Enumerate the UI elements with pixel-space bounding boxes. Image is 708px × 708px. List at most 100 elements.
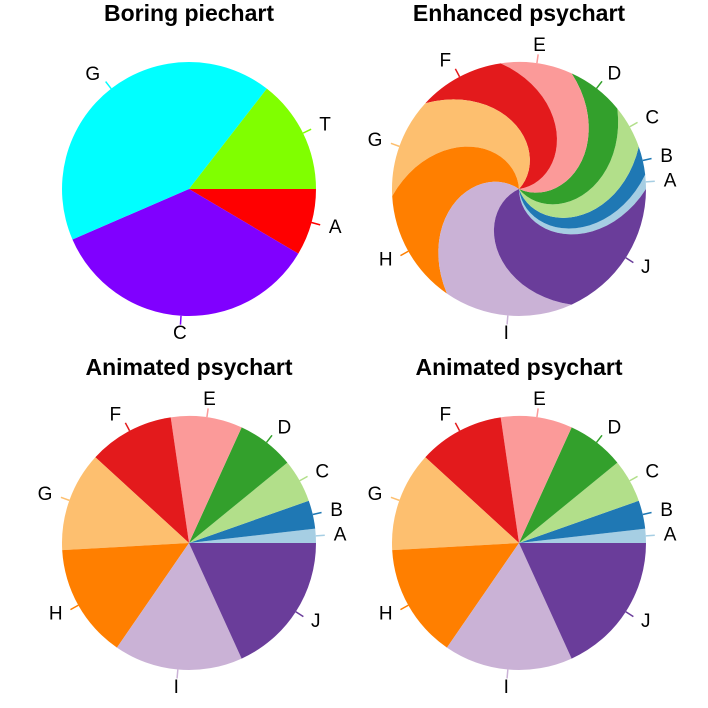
pie-slice-F bbox=[95, 417, 189, 543]
label-tick-H bbox=[400, 250, 409, 257]
pie-labels: ABC D E F G H I J bbox=[38, 389, 347, 698]
pie-label-C: C bbox=[645, 461, 659, 482]
pie-slice-H bbox=[392, 146, 519, 294]
pie-label-D: D bbox=[278, 418, 292, 439]
label-tick-J bbox=[295, 611, 304, 618]
pie-slice-B bbox=[189, 500, 316, 543]
pie-label-G: G bbox=[368, 130, 383, 151]
pie-slice-I bbox=[446, 543, 572, 670]
pie-slice-D bbox=[519, 73, 619, 205]
pie-label-I: I bbox=[174, 677, 179, 698]
label-tick-A bbox=[311, 221, 321, 226]
label-tick-B bbox=[642, 157, 652, 162]
label-tick-A bbox=[645, 180, 655, 183]
pie-slice-C bbox=[72, 189, 299, 316]
pie-slice-B bbox=[519, 146, 646, 229]
pie-label-A: A bbox=[329, 217, 342, 238]
pie-slices bbox=[391, 61, 646, 316]
pie-slice-G bbox=[61, 457, 189, 551]
pie-slice-A bbox=[189, 189, 316, 254]
panel-title: Enhanced psychart bbox=[413, 0, 626, 26]
label-tick-C bbox=[629, 475, 638, 482]
label-tick-I bbox=[506, 669, 509, 679]
pie-slice-J bbox=[493, 189, 646, 305]
label-tick-D bbox=[595, 80, 603, 89]
pie-slice-A bbox=[189, 528, 316, 543]
pie-label-C: C bbox=[173, 323, 187, 344]
panel-boring-piechart: Boring piechart A C G T bbox=[62, 0, 342, 344]
label-tick-B bbox=[642, 511, 652, 516]
pie-slice-H bbox=[62, 543, 189, 648]
label-tick-I bbox=[176, 669, 179, 679]
label-tick-J bbox=[625, 611, 634, 618]
label-tick-C bbox=[299, 475, 308, 482]
pie-label-J: J bbox=[311, 611, 321, 632]
pie-slice-T bbox=[189, 88, 316, 189]
label-tick-G bbox=[390, 142, 400, 148]
pie-slice-D bbox=[189, 427, 288, 543]
pie-label-I: I bbox=[504, 323, 509, 344]
panel-title: Animated psychart bbox=[415, 354, 622, 380]
pie-slice-E bbox=[170, 415, 242, 543]
pie-label-H: H bbox=[49, 604, 63, 625]
pie-label-C: C bbox=[645, 107, 659, 128]
pie-label-J: J bbox=[641, 257, 651, 278]
pie-label-A: A bbox=[664, 170, 677, 191]
label-tick-G bbox=[60, 496, 70, 502]
pie-slice-F bbox=[425, 63, 557, 189]
panel-animated-psychart-right: Animated psychart ABC D E F G H I J bbox=[368, 354, 677, 698]
label-tick-G bbox=[105, 81, 112, 90]
pie-label-E: E bbox=[203, 389, 216, 410]
label-tick-F bbox=[454, 422, 461, 432]
label-tick-T bbox=[302, 128, 312, 134]
pie-label-D: D bbox=[608, 64, 622, 85]
panel-title: Animated psychart bbox=[85, 354, 292, 380]
pie-label-F: F bbox=[440, 50, 452, 71]
pie-label-T: T bbox=[319, 115, 331, 136]
pie-label-H: H bbox=[379, 250, 393, 271]
label-tick-E bbox=[536, 408, 539, 418]
label-tick-A bbox=[315, 534, 325, 537]
panel-animated-psychart-left: Animated psychart ABC D E F G H I J bbox=[38, 354, 347, 698]
pie-label-G: G bbox=[368, 484, 383, 505]
pie-slice-J bbox=[519, 543, 646, 659]
pie-slice-D bbox=[519, 427, 618, 543]
pie-label-E: E bbox=[533, 35, 546, 56]
label-tick-D bbox=[595, 434, 603, 443]
pie-slice-C bbox=[519, 462, 639, 543]
pie-labels: ABC D E F G H I J bbox=[368, 389, 677, 698]
pie-label-E: E bbox=[533, 389, 546, 410]
pie-slice-F bbox=[425, 417, 519, 543]
pie-slice-G bbox=[62, 62, 267, 240]
pie-slice-I bbox=[116, 543, 242, 670]
label-tick-G bbox=[390, 496, 400, 502]
pie-slice-G bbox=[391, 99, 530, 197]
pie-slices bbox=[62, 62, 316, 316]
pie-label-B: B bbox=[330, 500, 343, 521]
label-tick-F bbox=[454, 68, 461, 78]
label-tick-F bbox=[124, 422, 131, 432]
pie-labels: A C G T bbox=[85, 64, 342, 344]
pie-slice-E bbox=[500, 415, 572, 543]
pie-label-C: C bbox=[315, 461, 329, 482]
panel-enhanced-psychart: Enhanced psychart ABC D E F G H I J bbox=[368, 0, 677, 344]
pie-label-D: D bbox=[608, 418, 622, 439]
pie-slices bbox=[61, 415, 316, 670]
panel-title: Boring piechart bbox=[104, 0, 274, 26]
label-tick-E bbox=[536, 54, 539, 64]
pie-slice-A bbox=[519, 528, 646, 543]
label-tick-J bbox=[625, 257, 634, 264]
pie-slice-B bbox=[519, 500, 646, 543]
pie-slice-C bbox=[189, 462, 309, 543]
pie-slice-C bbox=[519, 108, 639, 218]
pie-label-G: G bbox=[85, 64, 100, 85]
pie-label-A: A bbox=[664, 524, 677, 545]
pie-slice-G bbox=[391, 457, 519, 551]
pie-label-F: F bbox=[440, 404, 452, 425]
pie-label-H: H bbox=[379, 604, 393, 625]
pie-label-B: B bbox=[660, 500, 673, 521]
pie-slice-I bbox=[438, 181, 572, 316]
pie-labels: ABC D E F G H I J bbox=[368, 35, 677, 344]
pie-slices bbox=[391, 415, 646, 670]
